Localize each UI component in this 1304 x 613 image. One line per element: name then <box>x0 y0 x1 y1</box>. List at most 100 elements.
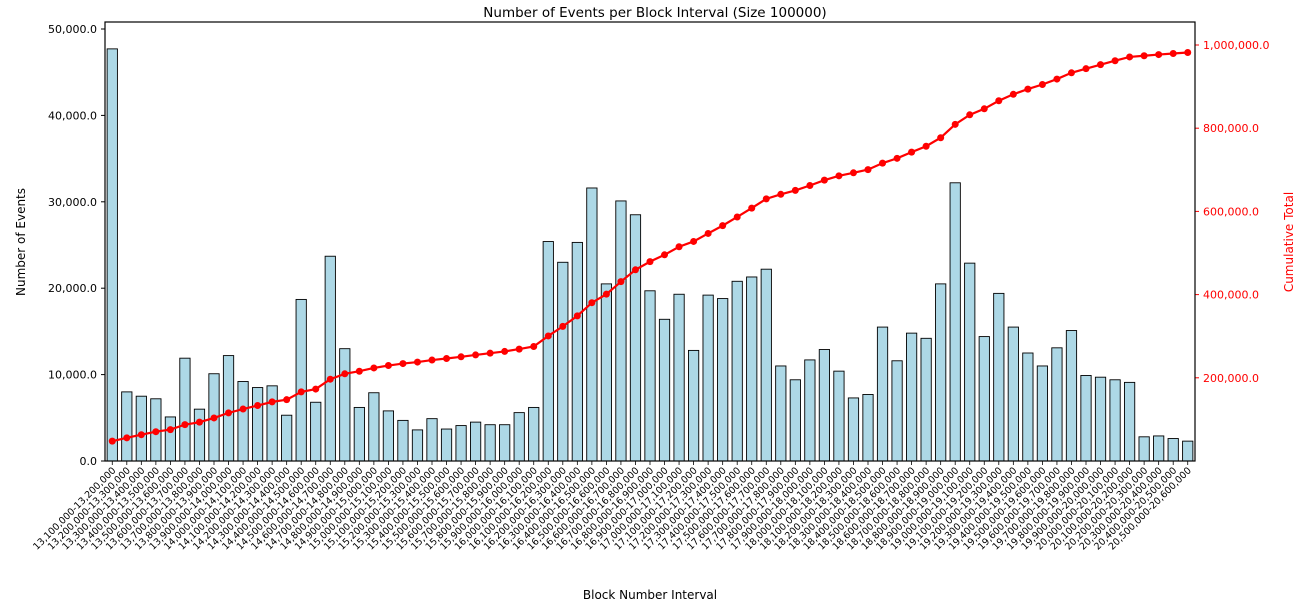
bar <box>179 357 191 462</box>
cumulative-marker <box>893 154 901 162</box>
cumulative-marker <box>1024 85 1032 93</box>
cumulative-marker <box>879 159 887 167</box>
cumulative-marker <box>762 195 770 203</box>
bar <box>993 292 1005 462</box>
plot-frame <box>104 21 1196 462</box>
bar <box>833 370 845 462</box>
bar <box>353 406 365 462</box>
bar <box>1153 435 1165 462</box>
bar <box>804 359 816 462</box>
y-tick-label-left: 50,000.0 <box>48 23 97 36</box>
bar <box>513 412 525 462</box>
bar <box>470 421 482 462</box>
bar <box>499 424 511 462</box>
cumulative-marker <box>341 370 349 378</box>
bar <box>760 268 772 462</box>
cumulative-marker <box>225 409 233 417</box>
bar <box>571 241 583 462</box>
cumulative-marker <box>1038 81 1046 89</box>
bar <box>1167 438 1179 462</box>
bar <box>906 332 918 462</box>
cumulative-marker <box>413 358 421 366</box>
y-tick-label-right: 1,000,000.0 <box>1203 39 1269 52</box>
cumulative-marker <box>355 367 363 375</box>
cumulative-marker <box>1140 52 1148 60</box>
cumulative-marker <box>370 364 378 372</box>
cumulative-marker <box>588 299 596 307</box>
cumulative-marker <box>690 237 698 245</box>
bar <box>310 401 322 462</box>
bar <box>920 337 932 462</box>
bar <box>295 298 307 462</box>
bar <box>222 355 235 462</box>
bar <box>847 397 860 462</box>
bar <box>949 182 961 462</box>
y-tick-label-right: 200,000.0 <box>1203 372 1259 385</box>
bar <box>455 425 467 462</box>
bar <box>658 318 671 462</box>
cumulative-marker <box>1126 53 1134 61</box>
bar <box>1182 440 1194 462</box>
cumulative-marker <box>515 345 523 353</box>
cumulative-marker <box>443 355 451 362</box>
bar <box>644 290 656 462</box>
cumulative-marker <box>675 243 683 251</box>
cumulative-marker <box>748 204 756 212</box>
bar <box>266 385 278 462</box>
cumulative-marker <box>573 312 581 320</box>
bar <box>106 48 118 462</box>
cumulative-marker <box>1169 49 1177 57</box>
bar <box>818 349 831 462</box>
y-tick-label-right: 600,000.0 <box>1203 205 1259 218</box>
cumulative-marker <box>1097 61 1105 69</box>
cumulative-marker <box>1155 51 1163 59</box>
cumulative-marker <box>137 431 145 439</box>
cumulative-marker <box>1111 57 1119 65</box>
cumulative-marker <box>617 278 625 286</box>
cumulative-marker <box>1082 65 1090 73</box>
bar <box>789 379 801 462</box>
cumulative-marker <box>283 396 291 404</box>
bar <box>164 416 177 462</box>
cumulative-marker <box>297 388 305 396</box>
cumulative-marker <box>123 434 131 442</box>
cumulative-marker <box>457 353 465 361</box>
bar <box>978 336 990 462</box>
bar <box>426 418 438 462</box>
bar <box>862 394 874 462</box>
bar <box>484 424 496 462</box>
cumulative-marker <box>399 360 407 368</box>
y-tick-label-right: 400,000.0 <box>1203 289 1259 302</box>
bar <box>964 262 976 462</box>
y-tick-label-left: 30,000.0 <box>48 196 97 209</box>
bar <box>876 326 889 462</box>
bar <box>891 360 903 462</box>
cumulative-marker <box>501 347 509 355</box>
bar <box>528 406 540 462</box>
bar <box>935 283 947 462</box>
cumulative-marker <box>777 190 785 198</box>
x-axis-label: Block Number Interval <box>583 588 717 602</box>
bar <box>324 255 336 462</box>
bar <box>1036 365 1049 462</box>
bar <box>702 294 714 462</box>
cumulative-marker <box>181 421 189 429</box>
bar <box>1138 436 1150 462</box>
cumulative-marker <box>210 414 218 422</box>
bar <box>368 392 380 462</box>
bar <box>440 428 453 462</box>
cumulative-marker <box>544 332 552 340</box>
cumulative-marker <box>951 120 959 128</box>
bar <box>717 298 729 462</box>
bar <box>629 214 642 462</box>
bar <box>1080 375 1092 462</box>
y-tick-label-left: 40,000.0 <box>48 109 97 122</box>
cumulative-marker <box>312 385 320 393</box>
bar <box>1051 347 1063 462</box>
bar <box>775 365 787 462</box>
chart-title: Number of Events per Block Interval (Siz… <box>483 5 826 21</box>
cumulative-marker <box>472 351 480 359</box>
cumulative-marker <box>108 437 116 445</box>
y-tick-label-right: 800,000.0 <box>1203 122 1259 135</box>
bar <box>237 381 249 462</box>
